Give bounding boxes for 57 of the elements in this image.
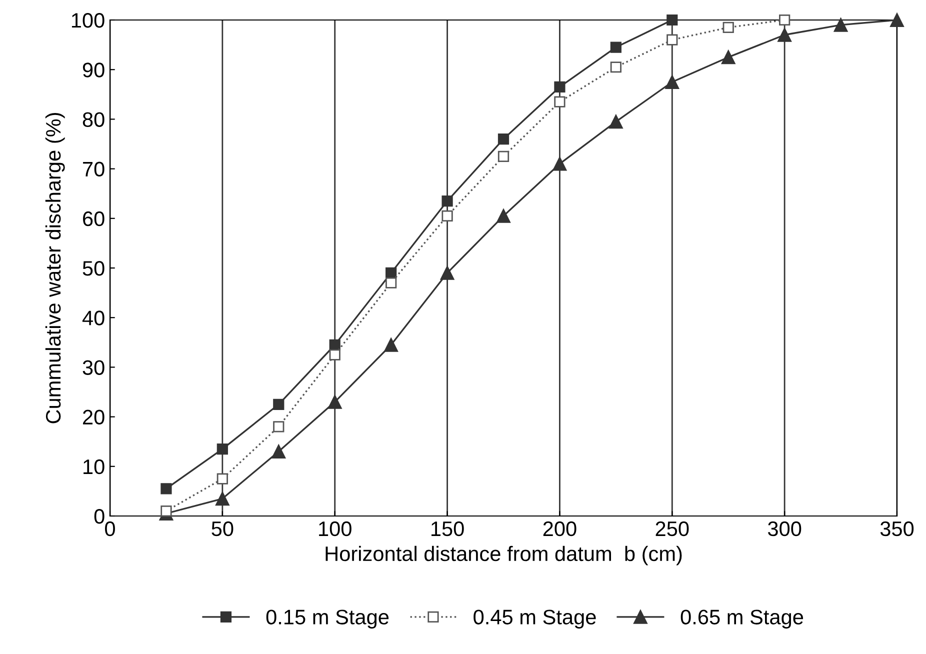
x-axis-title: Horizontal distance from datum b (cm)	[326, 546, 682, 566]
y-tick-label: 60	[83, 211, 104, 226]
point	[384, 338, 398, 352]
y-tick-label: 10	[84, 459, 104, 474]
point	[440, 266, 454, 280]
y-tick-label: 40	[82, 310, 104, 326]
point	[216, 443, 228, 455]
point	[386, 277, 397, 288]
y-tick-label: 70	[83, 162, 104, 177]
x-tick-label: 150	[431, 521, 464, 536]
point	[216, 473, 228, 484]
point	[498, 133, 510, 145]
point	[552, 156, 567, 171]
point	[779, 14, 790, 26]
y-tick-label: 20	[83, 410, 104, 425]
y-axis-title: Cummulative water discharge (%)	[45, 112, 65, 424]
point	[610, 62, 622, 73]
point	[215, 492, 230, 506]
point	[329, 349, 340, 360]
point	[272, 444, 286, 458]
y-tick-label: 30	[82, 360, 104, 375]
y-tick-label: 0	[94, 509, 104, 524]
point	[666, 34, 678, 46]
x-tick-label: 0	[105, 521, 115, 536]
y-tick-label: 80	[82, 112, 104, 127]
point	[554, 96, 566, 108]
point	[608, 114, 623, 129]
x-tick-label: 350	[880, 521, 914, 536]
point	[834, 18, 848, 32]
x-tick-label: 100	[319, 521, 352, 536]
y-tick-label: 50	[82, 261, 104, 276]
legend-label: 0.65 m Stage	[680, 610, 804, 629]
point	[273, 398, 284, 410]
point	[890, 13, 904, 27]
point	[666, 14, 678, 26]
point	[610, 42, 622, 53]
point	[328, 394, 342, 409]
x-tick-label: 300	[768, 521, 802, 536]
point	[721, 50, 736, 64]
legend-label: 0.45 m Stage	[474, 610, 596, 629]
point	[722, 22, 734, 33]
x-tick-label: 200	[543, 521, 576, 536]
point	[496, 208, 510, 223]
point	[778, 28, 792, 42]
y-tick-label: 100	[72, 13, 104, 28]
point	[442, 195, 453, 207]
point	[273, 421, 284, 432]
point	[442, 210, 453, 222]
legend-label: 0.15 m Stage	[266, 610, 389, 629]
point	[160, 505, 172, 517]
y-tick-label: 90	[82, 62, 104, 78]
point	[554, 81, 566, 93]
point	[160, 483, 172, 494]
point	[498, 150, 510, 162]
x-tick-label: 250	[656, 521, 689, 536]
point	[665, 75, 680, 89]
x-tick-label: 50	[212, 521, 234, 536]
